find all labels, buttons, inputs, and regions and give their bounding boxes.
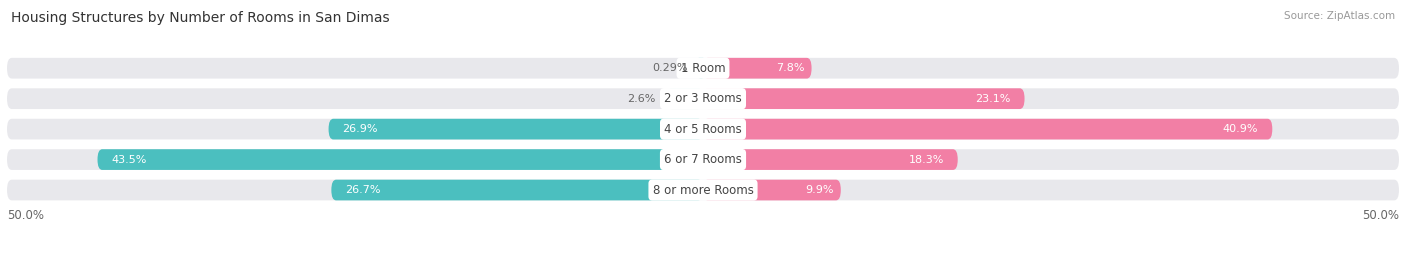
Text: 18.3%: 18.3% <box>908 155 943 165</box>
Text: 4 or 5 Rooms: 4 or 5 Rooms <box>664 123 742 136</box>
Text: 26.7%: 26.7% <box>346 185 381 195</box>
FancyBboxPatch shape <box>7 88 1399 109</box>
Text: Source: ZipAtlas.com: Source: ZipAtlas.com <box>1284 11 1395 21</box>
Text: 43.5%: 43.5% <box>111 155 146 165</box>
Text: 0.29%: 0.29% <box>652 63 688 73</box>
Text: 2.6%: 2.6% <box>627 94 655 104</box>
FancyBboxPatch shape <box>332 180 703 200</box>
Text: 8 or more Rooms: 8 or more Rooms <box>652 183 754 197</box>
Text: 7.8%: 7.8% <box>776 63 804 73</box>
Text: 40.9%: 40.9% <box>1223 124 1258 134</box>
FancyBboxPatch shape <box>703 88 1025 109</box>
FancyBboxPatch shape <box>703 119 1272 139</box>
FancyBboxPatch shape <box>7 119 1399 139</box>
FancyBboxPatch shape <box>703 58 811 79</box>
FancyBboxPatch shape <box>7 58 1399 79</box>
FancyBboxPatch shape <box>666 88 703 109</box>
Text: 2 or 3 Rooms: 2 or 3 Rooms <box>664 92 742 105</box>
Text: 1 Room: 1 Room <box>681 62 725 75</box>
FancyBboxPatch shape <box>703 149 957 170</box>
Text: 9.9%: 9.9% <box>806 185 834 195</box>
Text: 26.9%: 26.9% <box>343 124 378 134</box>
Text: 50.0%: 50.0% <box>1362 209 1399 222</box>
Text: 50.0%: 50.0% <box>7 209 44 222</box>
FancyBboxPatch shape <box>699 58 703 79</box>
Text: Housing Structures by Number of Rooms in San Dimas: Housing Structures by Number of Rooms in… <box>11 11 389 25</box>
Text: 23.1%: 23.1% <box>976 94 1011 104</box>
FancyBboxPatch shape <box>97 149 703 170</box>
FancyBboxPatch shape <box>703 180 841 200</box>
Text: 6 or 7 Rooms: 6 or 7 Rooms <box>664 153 742 166</box>
FancyBboxPatch shape <box>7 149 1399 170</box>
FancyBboxPatch shape <box>329 119 703 139</box>
FancyBboxPatch shape <box>7 180 1399 200</box>
